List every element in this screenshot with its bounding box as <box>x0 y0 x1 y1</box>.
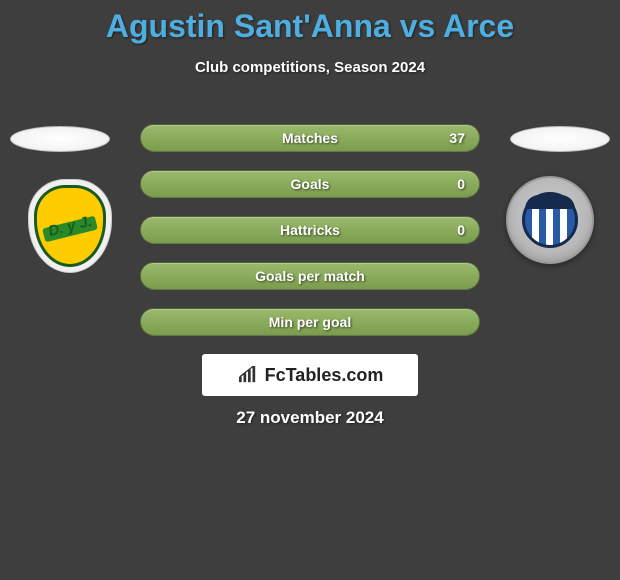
stat-row-hattricks: Hattricks 0 <box>140 216 480 244</box>
stat-label: Hattricks <box>280 222 340 238</box>
shield-icon: D. y J. <box>34 185 106 267</box>
stat-label: Matches <box>282 130 338 146</box>
page-title: Agustin Sant'Anna vs Arce <box>0 0 620 45</box>
stat-value-right: 37 <box>449 130 465 146</box>
watermark: FcTables.com <box>202 354 418 396</box>
disc-icon <box>506 176 594 264</box>
stat-value-right: 0 <box>457 176 465 192</box>
stat-row-matches: Matches 37 <box>140 124 480 152</box>
club-badge-right <box>504 174 596 266</box>
player-avatar-right <box>510 126 610 152</box>
player-avatar-left <box>10 126 110 152</box>
stats-rows: Matches 37 Goals 0 Hattricks 0 Goals per… <box>140 124 480 354</box>
stat-value-right: 0 <box>457 222 465 238</box>
stat-row-goals-per-match: Goals per match <box>140 262 480 290</box>
watermark-text: FcTables.com <box>265 365 384 386</box>
bar-chart-icon <box>237 366 259 384</box>
stat-row-min-per-goal: Min per goal <box>140 308 480 336</box>
date-text: 27 november 2024 <box>0 408 620 428</box>
stat-label: Goals <box>291 176 330 192</box>
stat-label: Goals per match <box>255 268 365 284</box>
club-badge-left-text: D. y J. <box>47 212 94 239</box>
club-badge-left: D. y J. <box>24 180 116 272</box>
stat-label: Min per goal <box>269 314 351 330</box>
page-subtitle: Club competitions, Season 2024 <box>0 59 620 76</box>
stat-row-goals: Goals 0 <box>140 170 480 198</box>
